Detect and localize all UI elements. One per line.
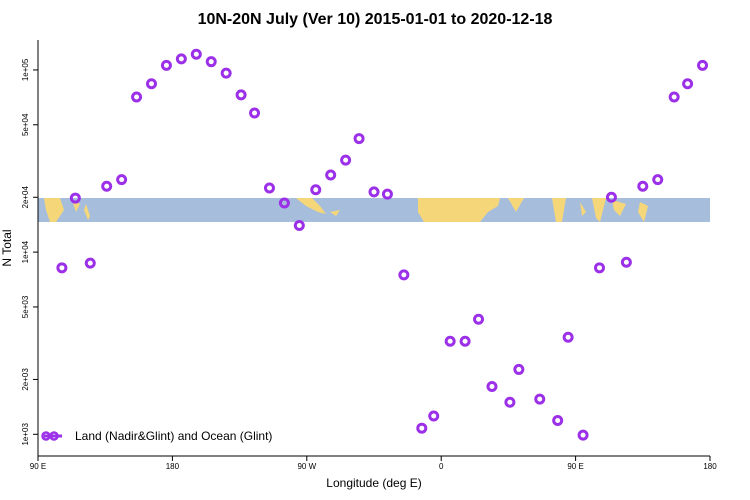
point <box>249 107 261 119</box>
point <box>325 169 337 181</box>
point <box>235 89 247 101</box>
point <box>398 269 410 281</box>
y-tick-label: 2e+04 <box>21 185 30 208</box>
point <box>190 48 202 60</box>
point <box>513 363 525 375</box>
y-tick-label: 1e+05 <box>21 58 30 81</box>
y-tick-label: 5e+03 <box>21 295 30 318</box>
land <box>44 198 64 222</box>
land <box>72 200 90 220</box>
point <box>368 186 380 198</box>
point <box>534 393 546 405</box>
point <box>682 78 694 90</box>
point <box>605 191 617 203</box>
point <box>668 91 680 103</box>
legend: Land (Nadir&Glint) and Ocean (Glint) <box>41 429 272 443</box>
legend-label: Land (Nadir&Glint) and Ocean (Glint) <box>75 429 272 443</box>
point <box>84 257 96 269</box>
point <box>486 380 498 392</box>
land <box>418 198 524 222</box>
x-tick-label: 180 <box>166 462 180 471</box>
point <box>131 91 143 103</box>
point <box>175 53 187 65</box>
point <box>56 262 68 274</box>
point <box>116 174 128 186</box>
point <box>340 154 352 166</box>
x-tick-label: 180 <box>703 462 717 471</box>
point <box>428 410 440 422</box>
point <box>381 188 393 200</box>
land <box>592 198 648 222</box>
y-tick-label: 2e+03 <box>21 368 30 391</box>
point <box>577 429 589 441</box>
y-tick-label: 1e+03 <box>21 423 30 446</box>
point <box>416 422 428 434</box>
chart-title: 10N-20N July (Ver 10) 2015-01-01 to 2020… <box>198 11 553 28</box>
point <box>562 331 574 343</box>
y-tick-label: 5e+04 <box>21 113 30 136</box>
point <box>459 335 471 347</box>
point <box>101 180 113 192</box>
point <box>145 78 157 90</box>
land <box>552 198 586 222</box>
legend-marker <box>49 431 59 441</box>
map-band <box>38 198 710 222</box>
point <box>697 59 709 71</box>
point <box>205 56 217 68</box>
point <box>220 67 232 79</box>
point <box>69 192 81 204</box>
point <box>293 219 305 231</box>
point <box>263 182 275 194</box>
x-axis-label: Longitude (deg E) <box>326 476 421 490</box>
land <box>296 198 340 216</box>
point <box>310 184 322 196</box>
x-tick-label: 0 <box>439 462 444 471</box>
point <box>637 180 649 192</box>
point <box>473 313 485 325</box>
point <box>552 415 564 427</box>
y-tick-label: 1e+04 <box>21 240 30 263</box>
y-axis-label: N Total <box>0 229 14 266</box>
point <box>160 59 172 71</box>
x-tick-label: 90 W <box>297 462 316 471</box>
x-tick-label: 90 E <box>30 462 46 471</box>
point <box>444 335 456 347</box>
x-tick-label: 90 E <box>567 462 583 471</box>
point <box>353 133 365 145</box>
point <box>278 197 290 209</box>
point <box>652 174 664 186</box>
point <box>593 262 605 274</box>
point <box>620 256 632 268</box>
point <box>504 396 516 408</box>
